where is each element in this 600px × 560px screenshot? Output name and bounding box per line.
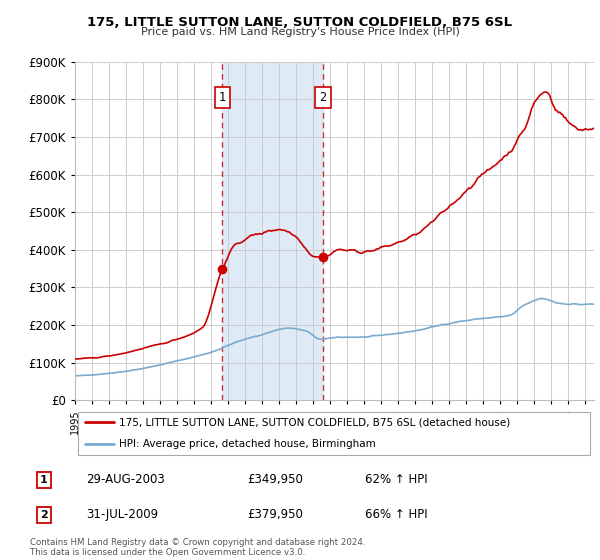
- Text: 66% ↑ HPI: 66% ↑ HPI: [365, 508, 427, 521]
- Text: Price paid vs. HM Land Registry's House Price Index (HPI): Price paid vs. HM Land Registry's House …: [140, 27, 460, 37]
- Text: 62% ↑ HPI: 62% ↑ HPI: [365, 473, 427, 486]
- Text: 2: 2: [40, 510, 48, 520]
- Text: 175, LITTLE SUTTON LANE, SUTTON COLDFIELD, B75 6SL (detached house): 175, LITTLE SUTTON LANE, SUTTON COLDFIEL…: [119, 417, 511, 427]
- Text: Contains HM Land Registry data © Crown copyright and database right 2024.
This d: Contains HM Land Registry data © Crown c…: [30, 538, 365, 557]
- Bar: [223, 62, 323, 400]
- Text: 175, LITTLE SUTTON LANE, SUTTON COLDFIELD, B75 6SL: 175, LITTLE SUTTON LANE, SUTTON COLDFIEL…: [88, 16, 512, 29]
- FancyBboxPatch shape: [77, 412, 590, 455]
- Text: £379,950: £379,950: [248, 508, 304, 521]
- Text: 2: 2: [320, 91, 326, 104]
- Text: HPI: Average price, detached house, Birmingham: HPI: Average price, detached house, Birm…: [119, 440, 376, 450]
- Text: 1: 1: [40, 475, 48, 484]
- Text: 1: 1: [219, 91, 226, 104]
- Text: 29-AUG-2003: 29-AUG-2003: [86, 473, 164, 486]
- Text: 31-JUL-2009: 31-JUL-2009: [86, 508, 158, 521]
- Text: £349,950: £349,950: [248, 473, 304, 486]
